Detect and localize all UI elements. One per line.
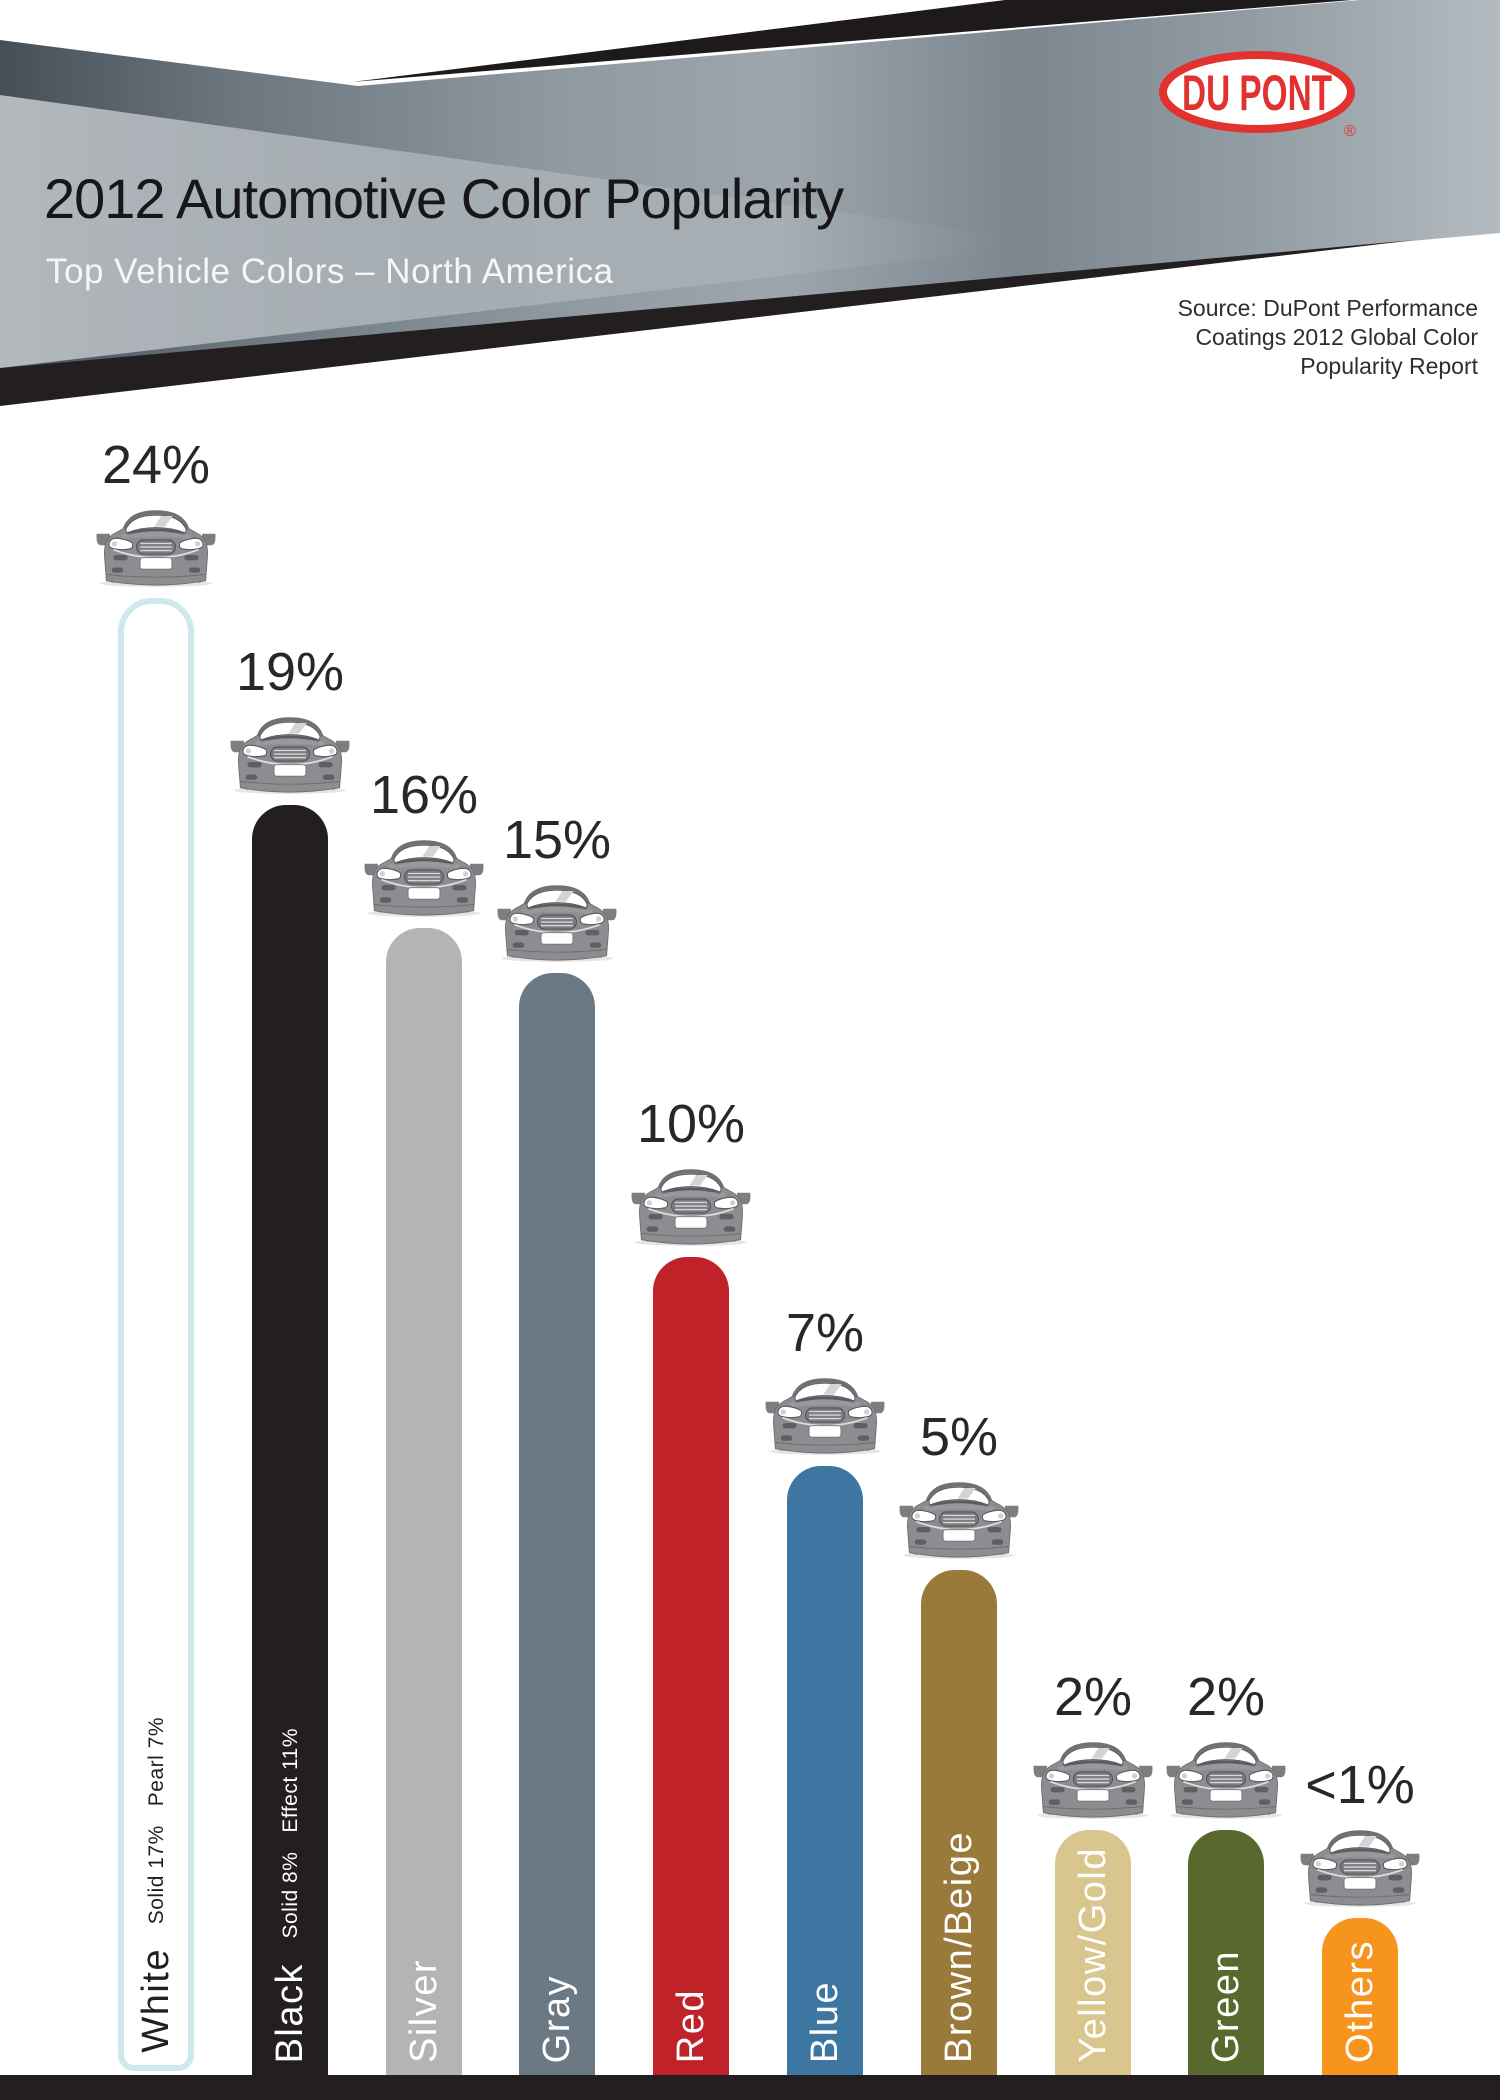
source-attribution: Source: DuPont Performance Coatings 2012…: [1178, 294, 1478, 381]
page-title: 2012 Automotive Color Popularity: [44, 167, 844, 230]
car-icon: [899, 1482, 1019, 1559]
bar-label-brown-beige: Brown/Beige: [938, 1831, 980, 2063]
value-label-green: 2%: [1186, 1667, 1266, 1727]
bar-label-black: Black: [269, 1962, 311, 2063]
car-icon: [1166, 1742, 1286, 1819]
car-icon: [765, 1378, 885, 1455]
bar-silver: Silver: [386, 928, 462, 2075]
car-icon: [364, 840, 484, 917]
value-and-car-yellow-gold: 2%: [1023, 1666, 1163, 1820]
dupont-logo: DU PONT ®: [1159, 51, 1356, 140]
source-line: Coatings 2012 Global Color: [1195, 324, 1478, 350]
car-icon: [1033, 1742, 1153, 1819]
car-icon: [1300, 1830, 1420, 1907]
bar-black: Solid 8% Effect 11% Black: [252, 805, 328, 2075]
bar-yellow-gold: Yellow/Gold: [1055, 1830, 1131, 2075]
bar-label-silver: Silver: [403, 1958, 445, 2063]
page-subtitle: Top Vehicle Colors – North America: [46, 252, 614, 291]
value-and-car-black: 19%: [220, 641, 360, 795]
bar-gray: Gray: [519, 973, 595, 2075]
bar-blue: Blue: [787, 1466, 863, 2075]
bar-others: Others: [1322, 1918, 1398, 2075]
value-label-others: <1%: [1305, 1755, 1415, 1815]
header-bottom-black-stripe: [0, 240, 1415, 406]
value-label-yellow-gold: 2%: [1053, 1667, 1133, 1727]
source-line: Popularity Report: [1300, 353, 1478, 379]
value-label-red: 10%: [636, 1094, 746, 1154]
registered-mark: ®: [1344, 123, 1356, 140]
value-and-car-blue: 7%: [755, 1302, 895, 1456]
value-and-car-green: 2%: [1156, 1666, 1296, 1820]
bar-label-others: Others: [1339, 1939, 1381, 2063]
value-label-white: 24%: [101, 435, 211, 495]
chart-baseline-band: [0, 2075, 1500, 2100]
value-and-car-white: 24%: [86, 434, 226, 588]
bar-label-white: White: [135, 1948, 177, 2053]
bar-green: Green: [1188, 1830, 1264, 2075]
bar-label-green: Green: [1205, 1949, 1247, 2063]
bar-sub-label-black: Solid 8% Effect 11%: [278, 1728, 302, 1939]
value-label-silver: 16%: [369, 765, 479, 825]
value-and-car-brown-beige: 5%: [889, 1406, 1029, 1560]
value-label-black: 19%: [235, 642, 345, 702]
car-icon: [230, 717, 350, 794]
car-icon: [96, 510, 216, 587]
source-line: Source: DuPont Performance: [1177, 295, 1478, 321]
value-and-car-red: 10%: [621, 1093, 761, 1247]
value-label-gray: 15%: [502, 810, 612, 870]
car-icon: [497, 885, 617, 962]
car-icon: [631, 1169, 751, 1246]
bar-label-blue: Blue: [804, 1980, 846, 2063]
header-top-black-stripe: [352, 0, 1352, 82]
bar-brown-beige: Brown/Beige: [921, 1570, 997, 2075]
bar-label-yellow-gold: Yellow/Gold: [1072, 1847, 1114, 2063]
bar-white: Solid 17% Pearl 7% White: [118, 598, 194, 2071]
dupont-logo-text: DU PONT: [1182, 65, 1332, 121]
value-label-brown-beige: 5%: [919, 1407, 999, 1467]
value-label-blue: 7%: [785, 1303, 865, 1363]
dupont-logo-oval: [1159, 51, 1355, 133]
bar-red: Red: [653, 1257, 729, 2075]
header-banner: DU PONT ®: [0, 0, 1500, 406]
bar-sub-label-white: Solid 17% Pearl 7%: [144, 1717, 168, 1925]
value-and-car-others: <1%: [1290, 1754, 1430, 1908]
bar-label-red: Red: [670, 1988, 712, 2063]
value-and-car-silver: 16%: [354, 764, 494, 918]
bar-label-gray: Gray: [536, 1974, 578, 2063]
value-and-car-gray: 15%: [487, 809, 627, 963]
header-highlight-wedge: [0, 95, 1060, 368]
